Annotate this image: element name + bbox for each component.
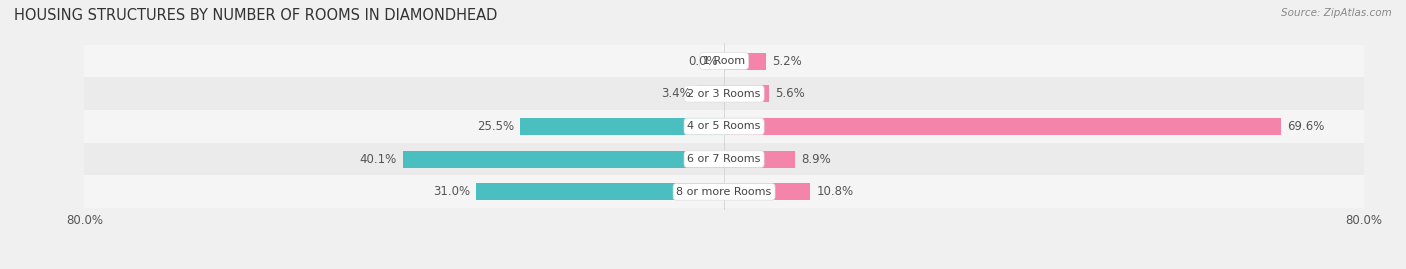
Bar (520, 118, 724, 135)
Text: 25.5%: 25.5% (477, 120, 513, 133)
Text: 31.0%: 31.0% (433, 185, 470, 198)
Text: 5.2%: 5.2% (772, 55, 801, 68)
Text: 8 or more Rooms: 8 or more Rooms (676, 187, 772, 197)
Text: 2 or 3 Rooms: 2 or 3 Rooms (688, 89, 761, 99)
Text: HOUSING STRUCTURES BY NUMBER OF ROOMS IN DIAMONDHEAD: HOUSING STRUCTURES BY NUMBER OF ROOMS IN… (14, 8, 498, 23)
Legend: Owner-occupied, Renter-occupied: Owner-occupied, Renter-occupied (598, 268, 851, 269)
Text: 69.6%: 69.6% (1286, 120, 1324, 133)
Bar (724, 183, 810, 200)
Text: Source: ZipAtlas.com: Source: ZipAtlas.com (1281, 8, 1392, 18)
Bar (724, 118, 1281, 135)
Bar (84, 175, 1364, 208)
Bar (84, 110, 1364, 143)
Text: 40.1%: 40.1% (360, 153, 396, 166)
Bar (724, 52, 766, 69)
Bar (84, 45, 1364, 77)
Bar (477, 183, 724, 200)
Bar (724, 85, 769, 102)
Text: 1 Room: 1 Room (703, 56, 745, 66)
Bar (84, 77, 1364, 110)
Text: 5.6%: 5.6% (775, 87, 806, 100)
Bar (404, 151, 724, 168)
Text: 3.4%: 3.4% (661, 87, 690, 100)
Bar (724, 151, 796, 168)
Text: 8.9%: 8.9% (801, 153, 831, 166)
Bar (697, 85, 724, 102)
Text: 10.8%: 10.8% (817, 185, 853, 198)
Text: 4 or 5 Rooms: 4 or 5 Rooms (688, 121, 761, 132)
Bar (84, 143, 1364, 175)
Text: 0.0%: 0.0% (688, 55, 717, 68)
Text: 6 or 7 Rooms: 6 or 7 Rooms (688, 154, 761, 164)
